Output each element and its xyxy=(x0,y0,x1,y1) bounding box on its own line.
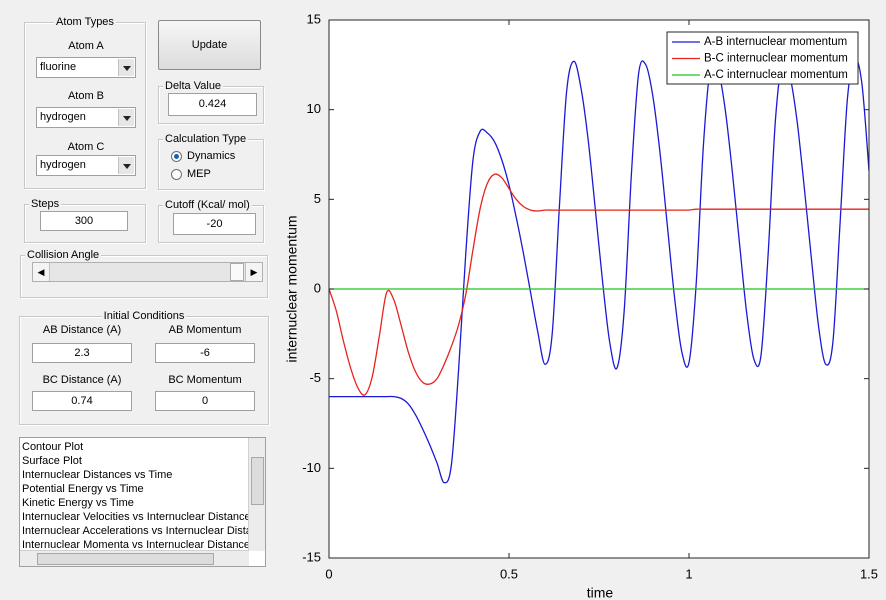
delta-value-input[interactable]: 0.424 xyxy=(168,93,257,116)
steps-input[interactable]: 300 xyxy=(40,211,128,231)
slider-left-arrow[interactable]: ◀ xyxy=(33,263,50,281)
y-axis-label: internuclear momentum xyxy=(284,215,300,362)
initial-conditions-group: Initial Conditions xyxy=(19,310,269,425)
delta-value-group: Delta Value xyxy=(158,80,264,124)
atom-select[interactable]: hydrogen xyxy=(36,155,136,176)
slider-right-arrow[interactable]: ▶ xyxy=(245,263,262,281)
group-title: Cutoff (Kcal/ mol) xyxy=(163,199,252,211)
radio-button[interactable] xyxy=(171,151,182,162)
legend-label: A-C internuclear momentum xyxy=(704,69,848,81)
y-tick-label: -5 xyxy=(309,370,321,385)
list-item[interactable]: Internuclear Velocities vs Internuclear … xyxy=(22,511,249,523)
collision-angle-group: Collision Angle xyxy=(20,249,268,298)
radio-button[interactable] xyxy=(171,169,182,180)
calculation-type-group: Calculation Type xyxy=(158,133,264,190)
group-title: Delta Value xyxy=(163,80,224,92)
steps-group: Steps xyxy=(24,198,146,243)
y-tick-label: 0 xyxy=(314,280,321,295)
list-item[interactable]: Internuclear Accelerations vs Internucle… xyxy=(22,525,249,537)
group-title: Initial Conditions xyxy=(101,310,187,322)
list-item[interactable]: Internuclear Distances vs Time xyxy=(22,469,173,481)
scroll-thumb[interactable] xyxy=(37,553,214,565)
x-axis-label: time xyxy=(587,585,614,600)
atom-select[interactable]: fluorine xyxy=(36,57,136,78)
dropdown-arrow[interactable] xyxy=(118,59,134,76)
x-tick-label: 1 xyxy=(685,566,692,581)
list-item[interactable]: Internuclear Momenta vs Internuclear Dis… xyxy=(22,539,249,551)
x-tick-label: 1.5 xyxy=(860,566,878,581)
legend-label: B-C internuclear momentum xyxy=(704,53,848,65)
vertical-scrollbar[interactable] xyxy=(248,438,265,551)
group-title: Calculation Type xyxy=(163,133,249,145)
y-tick-label: -15 xyxy=(302,549,321,564)
dropdown-arrow[interactable] xyxy=(118,157,134,174)
cutoff-input[interactable]: -20 xyxy=(173,213,256,235)
field-input[interactable]: 0 xyxy=(155,391,255,411)
series-line xyxy=(329,173,869,396)
y-tick-label: 15 xyxy=(307,11,321,26)
group-title: Atom Types xyxy=(54,16,116,28)
field-label: BC Distance (A) xyxy=(42,374,122,386)
group-title: Steps xyxy=(29,198,62,210)
atom-label: Atom A xyxy=(68,40,104,52)
field-label: BC Momentum xyxy=(168,374,242,386)
field-input[interactable]: -6 xyxy=(155,343,255,363)
y-tick-label: 10 xyxy=(307,101,321,116)
atom-select[interactable]: hydrogen xyxy=(36,107,136,128)
collision-angle-slider[interactable]: ◀ ▶ xyxy=(32,262,263,282)
horizontal-scrollbar[interactable] xyxy=(20,550,249,566)
radio-label[interactable]: MEP xyxy=(187,168,211,180)
select-value: hydrogen xyxy=(40,159,86,171)
x-tick-label: 0 xyxy=(325,566,332,581)
field-label: AB Momentum xyxy=(168,324,242,336)
atom-types-group: Atom Types xyxy=(24,16,146,189)
slider-thumb[interactable] xyxy=(230,263,244,281)
update-button[interactable]: Update xyxy=(158,20,261,70)
scroll-thumb[interactable] xyxy=(251,457,264,505)
atom-label: Atom B xyxy=(67,90,105,102)
list-item[interactable]: Surface Plot xyxy=(22,455,82,467)
y-tick-label: 5 xyxy=(314,191,321,206)
plot-listbox[interactable]: Contour Plot Surface Plot Internuclear Dis… xyxy=(19,437,266,567)
group-title: Collision Angle xyxy=(25,249,102,261)
select-value: fluorine xyxy=(40,61,77,73)
x-tick-label: 0.5 xyxy=(500,566,518,581)
y-tick-label: -10 xyxy=(302,460,321,475)
legend-label: A-B internuclear momentum xyxy=(704,36,847,48)
cutoff-group: Cutoff (Kcal/ mol) xyxy=(158,199,264,243)
list-item[interactable]: Potential Energy vs Time xyxy=(22,483,144,495)
list-item[interactable]: Kinetic Energy vs Time xyxy=(22,497,134,509)
field-label: AB Distance (A) xyxy=(42,324,122,336)
field-input[interactable]: 0.74 xyxy=(32,391,132,411)
radio-label[interactable]: Dynamics xyxy=(187,150,236,162)
atom-label: Atom C xyxy=(67,141,105,153)
select-value: hydrogen xyxy=(40,111,86,123)
field-input[interactable]: 2.3 xyxy=(32,343,132,363)
dropdown-arrow[interactable] xyxy=(118,109,134,126)
list-item[interactable]: Contour Plot xyxy=(22,441,84,453)
